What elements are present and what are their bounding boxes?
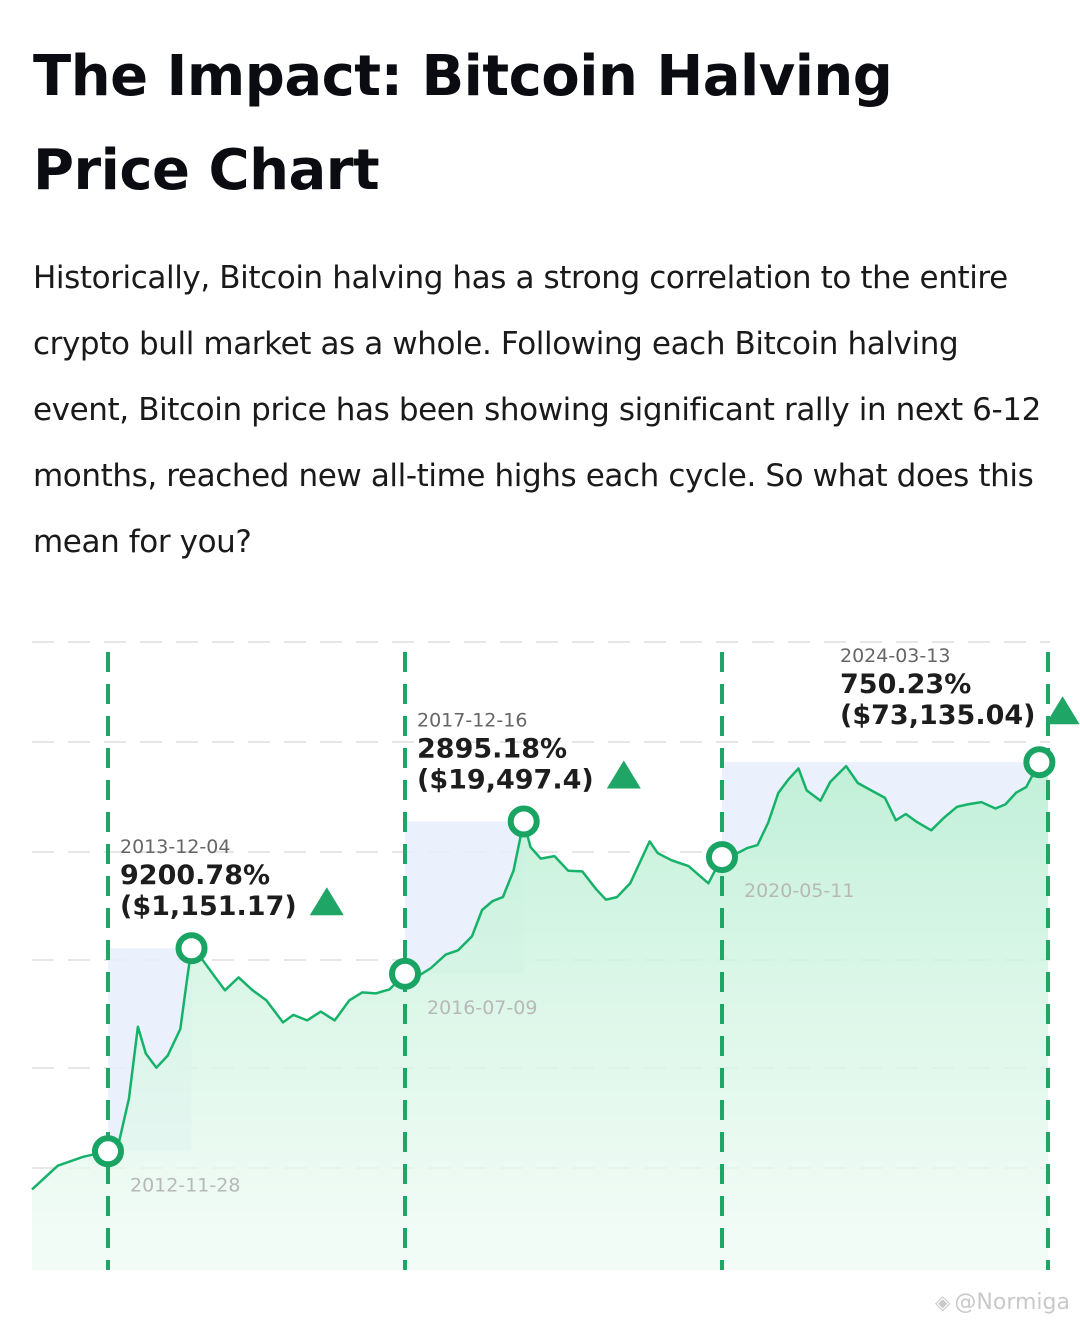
page-title: The Impact: Bitcoin Halving Price Chart (33, 44, 893, 203)
watermark-text: @Normiga (954, 1290, 1070, 1315)
halving-date-label: 2012-11-28 (130, 1174, 240, 1196)
peak-marker (175, 932, 208, 965)
peak-gain-label: 9200.78% (120, 860, 270, 891)
price-area (32, 762, 1048, 1270)
peak-date-label: 2013-12-04 (120, 836, 230, 858)
halving-price-chart: 2012-11-28 2016-07-09 2020-05-11 2013-12-04… (31, 641, 1080, 1270)
peak-price-label: ($73,135.04) (840, 700, 1036, 731)
halving-marker (706, 841, 738, 874)
up-arrow-icon (309, 887, 344, 916)
peak-date-label: 2024-03-13 (840, 645, 950, 667)
peak-price-label: ($19,497.4) (417, 764, 594, 795)
halving-marker (92, 1135, 124, 1168)
intro-paragraph: Historically, Bitcoin halving has a stro… (33, 260, 1041, 560)
halving-date-label: 2020-05-11 (744, 880, 854, 902)
peak-marker (507, 805, 540, 838)
binance-square-icon: ◈ (935, 1290, 951, 1314)
peak-price-label: ($1,151.17) (120, 891, 297, 922)
peak-marker (1023, 746, 1056, 779)
peak-gain-label: 2895.18% (417, 733, 567, 764)
peak-gain-label: 750.23% (840, 669, 971, 700)
halving-marker (389, 957, 421, 990)
price-line (31, 760, 1049, 1191)
halving-date-label: 2016-07-09 (427, 997, 537, 1019)
up-arrow-icon (1045, 696, 1080, 725)
watermark: ◈ @Normiga (935, 1290, 1070, 1315)
peak-date-label: 2017-12-16 (417, 709, 527, 731)
up-arrow-icon (606, 760, 641, 789)
